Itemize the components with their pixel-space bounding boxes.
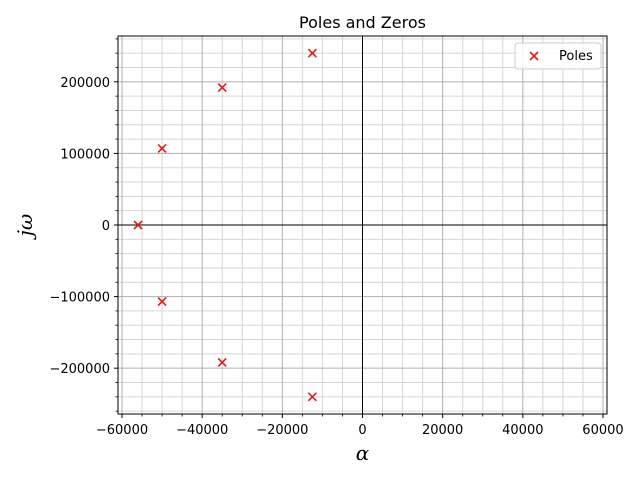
y-tick-label: −100000: [49, 291, 110, 306]
tick-labels: −60000 −40000 −20000 0 20000 40000 60000−20000…: [49, 76, 623, 438]
legend: Poles: [514, 42, 602, 70]
x-tick-label: 20000: [422, 423, 463, 438]
pole-point: [157, 143, 167, 153]
x-tick-label: 40000: [502, 423, 543, 438]
legend-box: [514, 42, 602, 70]
x-tick-label: 60000: [582, 423, 623, 438]
zero-axis-lines: [118, 36, 607, 414]
x-axis-label: α: [356, 441, 370, 465]
marker-stroke: [307, 48, 317, 58]
pole-point: [157, 297, 167, 307]
pole-point: [307, 48, 317, 58]
pole-point: [307, 392, 317, 402]
marker-stroke: [133, 220, 143, 230]
legend-marker: [529, 51, 539, 61]
marker-stroke: [157, 297, 167, 307]
legend-marker-icon: [529, 51, 539, 61]
marker-stroke: [217, 82, 227, 93]
pole-point: [217, 357, 227, 368]
y-tick-label: −200000: [49, 362, 110, 377]
marker-stroke: [529, 51, 539, 61]
x-tick-label: −40000: [176, 423, 228, 438]
marker-stroke: [157, 143, 167, 153]
legend-entry-poles: Poles: [559, 49, 593, 64]
y-tick-label: 100000: [60, 147, 110, 162]
pole-point: [217, 82, 227, 93]
chart-title: Poles and Zeros: [299, 13, 426, 32]
x-tick-label: −60000: [96, 423, 148, 438]
x-tick-label: 0: [358, 423, 366, 438]
pole-point: [133, 220, 143, 230]
pole-markers: [133, 48, 317, 402]
x-tick-label: −20000: [256, 423, 308, 438]
axis-ticks: [114, 38, 604, 418]
marker-stroke: [307, 392, 317, 402]
y-axis-label: jω: [13, 214, 37, 241]
marker-stroke: [217, 357, 227, 368]
y-tick-label: 0: [102, 219, 110, 234]
y-tick-label: 200000: [60, 76, 110, 91]
